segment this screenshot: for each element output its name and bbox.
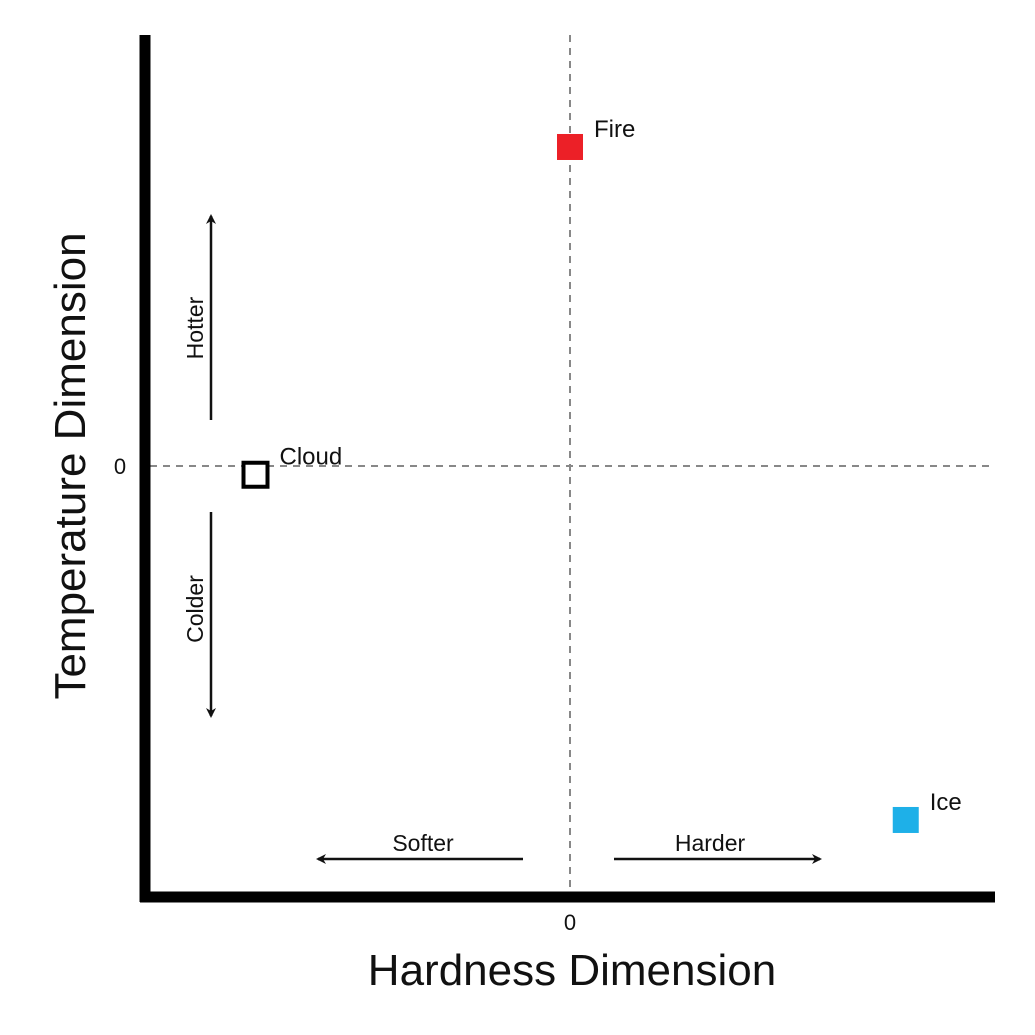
y-axis-title: Temperature Dimension <box>46 232 95 699</box>
harder-label: Harder <box>675 830 746 856</box>
point-ice-label: Ice <box>930 789 962 816</box>
point-cloud-label: Cloud <box>280 444 343 471</box>
x-axis-title: Hardness Dimension <box>368 946 776 995</box>
point-ice-marker <box>892 806 919 833</box>
point-cloud-marker <box>241 460 270 489</box>
point-fire-marker <box>557 133 583 160</box>
colder-label: Colder <box>182 575 208 643</box>
softer-label: Softer <box>392 830 454 856</box>
x-tick-label: 0 <box>564 910 576 935</box>
y-tick-label: 0 <box>114 454 126 479</box>
hotter-label: Hotter <box>182 296 208 359</box>
point-fire-label: Fire <box>594 116 635 143</box>
points-layer: Fire Cloud Ice <box>241 116 962 833</box>
